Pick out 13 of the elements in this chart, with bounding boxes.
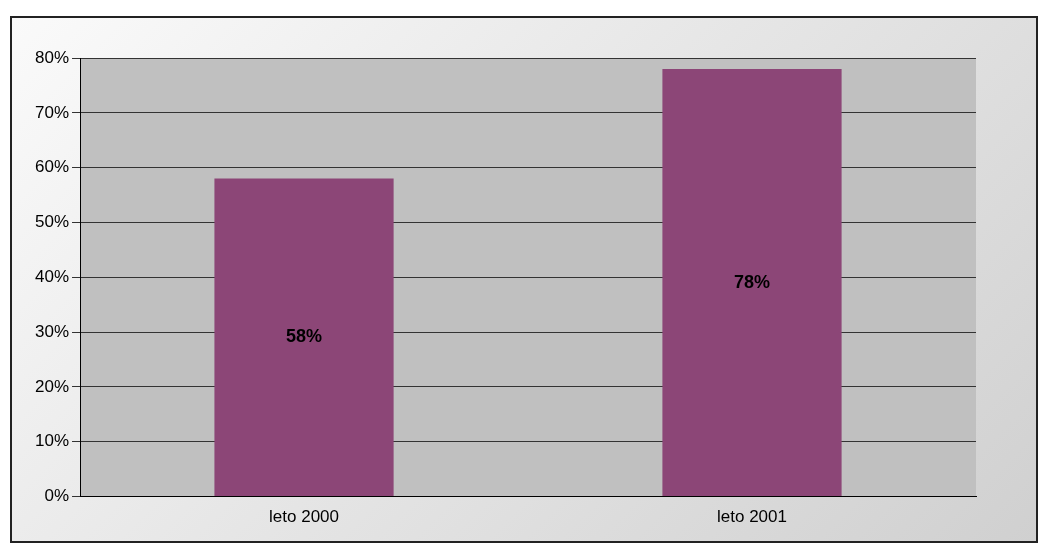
y-tick-label: 80% (34, 47, 70, 67)
y-tick-label: 70% (34, 102, 70, 122)
y-tick-label: 50% (34, 212, 70, 232)
y-tick-label: 40% (34, 266, 70, 286)
x-tick-label: leto 2001 (717, 507, 787, 527)
y-tick-label: 30% (34, 321, 70, 341)
x-tick-label: leto 2000 (269, 507, 339, 527)
y-tick-label: 60% (34, 157, 70, 177)
data-label: 58% (286, 326, 323, 347)
data-label: 78% (733, 271, 771, 292)
y-tick-label: 0% (44, 486, 70, 506)
y-tick-label: 10% (34, 431, 70, 451)
y-tick-label: 20% (34, 376, 70, 396)
